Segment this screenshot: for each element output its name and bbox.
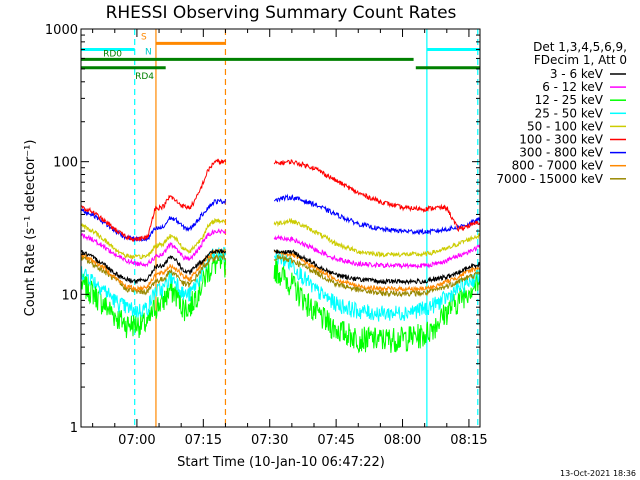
y-axis-label: Count Rate (s⁻¹ detector⁻¹) [23,140,38,317]
flag-label-night: S [141,32,147,42]
y-axis: 1 10 100 1000 [45,23,480,436]
plot-frame [80,28,481,428]
chart-title: RHESSI Observing Summary Count Rates [106,3,457,23]
plot-content: S RD0 RD4 N [81,29,480,427]
legend-label: 6 - 12 keV [542,80,604,94]
y-tick-label: 100 [53,156,78,171]
legend-label: 800 - 7000 keV [512,159,604,173]
legend-label: 12 - 25 keV [535,93,604,107]
series-line [81,217,480,260]
legend-label: 50 - 100 keV [527,119,604,133]
x-tick-label: 07:00 [118,433,155,448]
flag-letter-n: N [145,47,152,57]
legend-header: FDecim 1, Att 0 [534,53,627,67]
x-axis: 07:00 07:15 07:30 07:45 08:00 08:15 [92,29,488,448]
legend-label: 3 - 6 keV [550,67,604,81]
legend-header: Det 1,3,4,5,6,9, [533,40,627,54]
series-line [81,254,480,298]
x-tick-label: 07:45 [317,433,354,448]
x-tick-label: 08:00 [384,433,421,448]
footer-timestamp: 13-Oct-2021 18:36 [560,469,636,478]
legend-label: 300 - 800 keV [519,146,603,160]
series-line [81,228,480,270]
y-tick-label: 10 [61,288,78,303]
y-tick-label: 1000 [45,23,78,38]
legend: Det 1,3,4,5,6,9,FDecim 1, Att 03 - 6 keV… [496,40,627,186]
flag-label-rd0: RD0 [103,49,122,59]
series-line [81,248,480,286]
series-line [81,252,480,354]
legend-label: 7000 - 15000 keV [496,172,603,186]
legend-label: 100 - 300 keV [519,133,603,147]
legend-label: 25 - 50 keV [535,106,604,120]
x-tick-label: 07:30 [251,433,288,448]
x-tick-label: 07:15 [185,433,222,448]
x-axis-label: Start Time (10-Jan-10 06:47:22) [177,455,385,470]
series-line [81,158,480,243]
series-line [81,193,480,243]
series-line [81,246,480,322]
flag-label-rd4: RD4 [135,72,154,82]
x-tick-label: 08:15 [450,433,487,448]
plot-area: S RD0 RD4 N [81,29,480,427]
y-tick-label: 1 [70,421,78,436]
